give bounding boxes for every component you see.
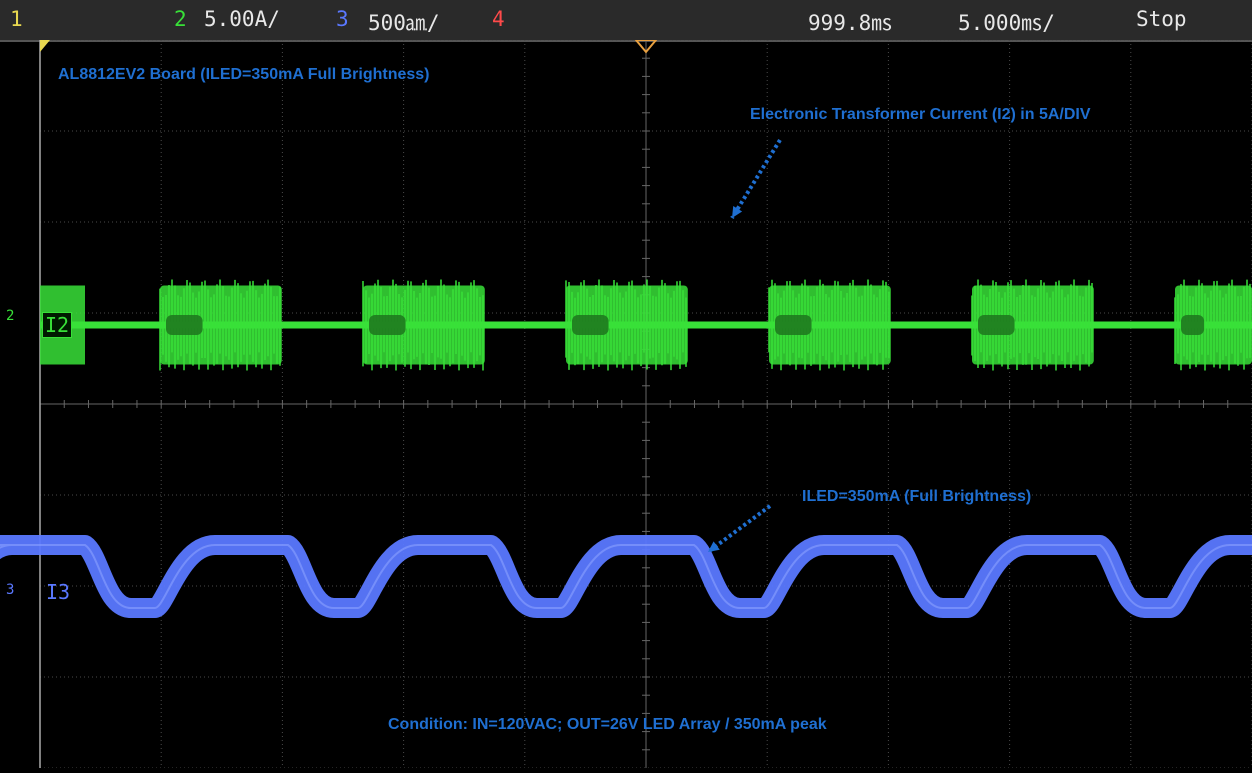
graticule — [39, 39, 1252, 769]
channel-1-label[interactable]: 1 — [10, 7, 23, 31]
i3-trace-label: I3 — [46, 580, 71, 604]
i2-trace-label: I2 — [42, 312, 73, 338]
transformer-arrow-head — [732, 206, 743, 218]
channel-3-number[interactable]: 3 — [336, 7, 349, 31]
delay-readout: 999.8㎳ — [808, 11, 893, 35]
i2-burst-core — [978, 315, 1015, 335]
condition-annotation: Condition: IN=120VAC; OUT=26V LED Array … — [388, 716, 827, 733]
ch3-ground-marker[interactable]: 3 — [6, 582, 15, 598]
iled-arrow-head — [708, 541, 720, 552]
timebase-readout: 5.000㎳/ — [958, 11, 1055, 35]
waveform-traces — [0, 279, 1252, 618]
run-state[interactable]: Stop — [1136, 7, 1187, 31]
transformer-arrow — [730, 138, 782, 220]
i2-burst-core — [166, 315, 203, 335]
delay-marker — [633, 39, 659, 54]
channel-2-number[interactable]: 2 — [174, 7, 187, 31]
oscilloscope-display: AL8812EV2 Board (ILED=350mA Full Brightn… — [0, 39, 1252, 769]
scope-status-bar: 1 2 5.00A/ 3 500㏂/ 4 999.8㎳ 5.000㎳/ Stop — [0, 0, 1252, 42]
channel-2-scale: 5.00A/ — [204, 7, 280, 31]
trigger-marker — [40, 40, 50, 52]
channel-3-scale: 500㏂/ — [368, 11, 440, 35]
iled-arrow — [706, 504, 772, 554]
ch2-ground-marker[interactable]: 2 — [6, 308, 15, 324]
i2-burst-core — [775, 315, 812, 335]
transformer-annotation: Electronic Transformer Current (I2) in 5… — [750, 106, 1091, 123]
i2-burst-core — [369, 315, 406, 335]
i3-waveform-highlight — [0, 544, 1252, 609]
markers — [40, 39, 782, 554]
i2-burst-core — [572, 315, 609, 335]
iled-annotation: ILED=350mA (Full Brightness) — [802, 488, 1032, 505]
i2-burst-core — [1181, 315, 1205, 335]
channel-4-number[interactable]: 4 — [492, 7, 505, 31]
i3-waveform — [0, 535, 1252, 618]
board-annotation: AL8812EV2 Board (ILED=350mA Full Brightn… — [58, 66, 430, 83]
waveform-screen — [0, 39, 1252, 769]
